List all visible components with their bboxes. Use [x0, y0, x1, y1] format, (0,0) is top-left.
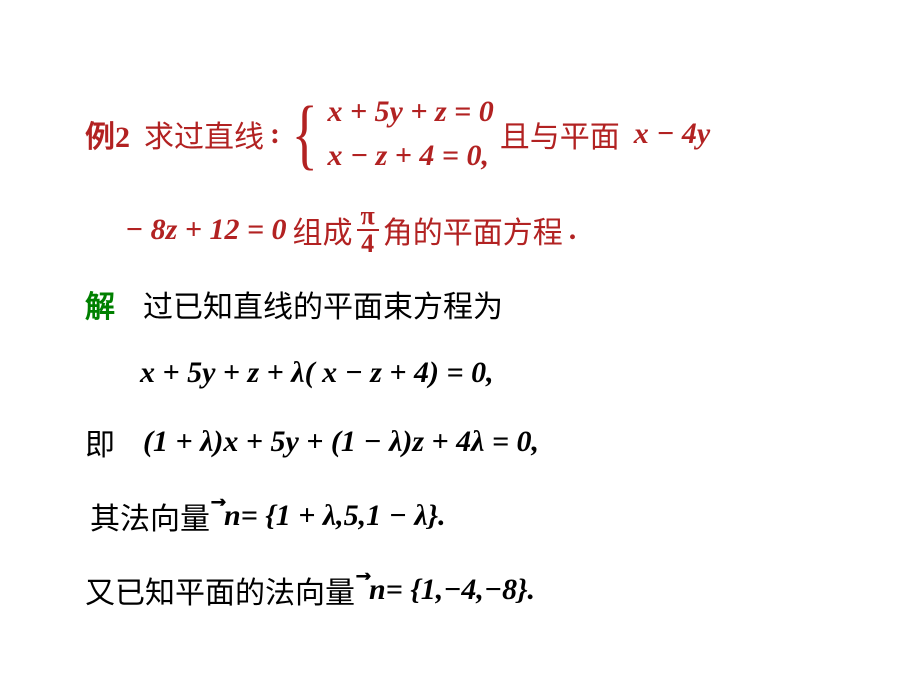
text-compose: 组成: [293, 208, 353, 252]
system-eq1: x + 5y + z = 0: [327, 95, 493, 129]
row-plane-continue: − 8z + 12 = 0 组成 π 4 角的平面方程 .: [125, 203, 885, 257]
row-normal-vector-1: 其法向量 n = {1 + λ,5,1 − λ}.: [90, 494, 885, 538]
vector-n-2: n: [369, 573, 386, 607]
example-label: 例2: [85, 112, 130, 156]
normal-vector-1-value: = {1 + λ,5,1 − λ}.: [241, 499, 446, 533]
row-pencil-eq: x + 5y + z + λ( x − z + 4) = 0,: [140, 356, 885, 390]
period: .: [569, 213, 577, 247]
left-brace-icon: {: [292, 103, 318, 165]
pencil-equation: x + 5y + z + λ( x − z + 4) = 0,: [140, 356, 494, 390]
text-line-intro: 求过直线: [144, 112, 264, 156]
colon: :: [270, 117, 280, 151]
frac-numerator: π: [357, 203, 379, 231]
text-namely: 即: [85, 420, 115, 464]
expanded-equation: (1 + λ)x + 5y + (1 − λ)z + 4λ = 0,: [143, 425, 539, 459]
system-eq2: x − z + 4 = 0,: [327, 139, 493, 173]
text-pencil-intro: 过已知直线的平面束方程为: [143, 282, 503, 326]
plane-eq-part1: x − 4y: [634, 117, 711, 151]
row-example: 例2 求过直线 : { x + 5y + z = 0 x − z + 4 = 0…: [85, 95, 885, 173]
normal-vector-2-value: = {1,−4,−8}.: [386, 573, 535, 607]
slide-content: 例2 求过直线 : { x + 5y + z = 0 x − z + 4 = 0…: [85, 95, 885, 612]
text-known-normal: 又已知平面的法向量: [85, 568, 355, 612]
row-normal-vector-2: 又已知平面的法向量 n = {1,−4,−8}.: [85, 568, 885, 612]
solution-label: 解: [85, 282, 115, 326]
plane-eq-part2: − 8z + 12 = 0: [125, 213, 287, 247]
fraction-pi-4: π 4: [357, 203, 379, 257]
system-brace: { x + 5y + z = 0 x − z + 4 = 0,: [286, 95, 494, 173]
vector-n-1: n: [224, 499, 241, 533]
text-angle-plane: 角的平面方程: [383, 208, 563, 252]
row-expanded: 即 (1 + λ)x + 5y + (1 − λ)z + 4λ = 0,: [85, 420, 885, 464]
text-and-plane: 且与平面: [500, 112, 620, 156]
text-its-normal: 其法向量: [90, 494, 210, 538]
row-solution-label: 解 过已知直线的平面束方程为: [85, 282, 885, 326]
frac-denominator: 4: [357, 231, 378, 257]
